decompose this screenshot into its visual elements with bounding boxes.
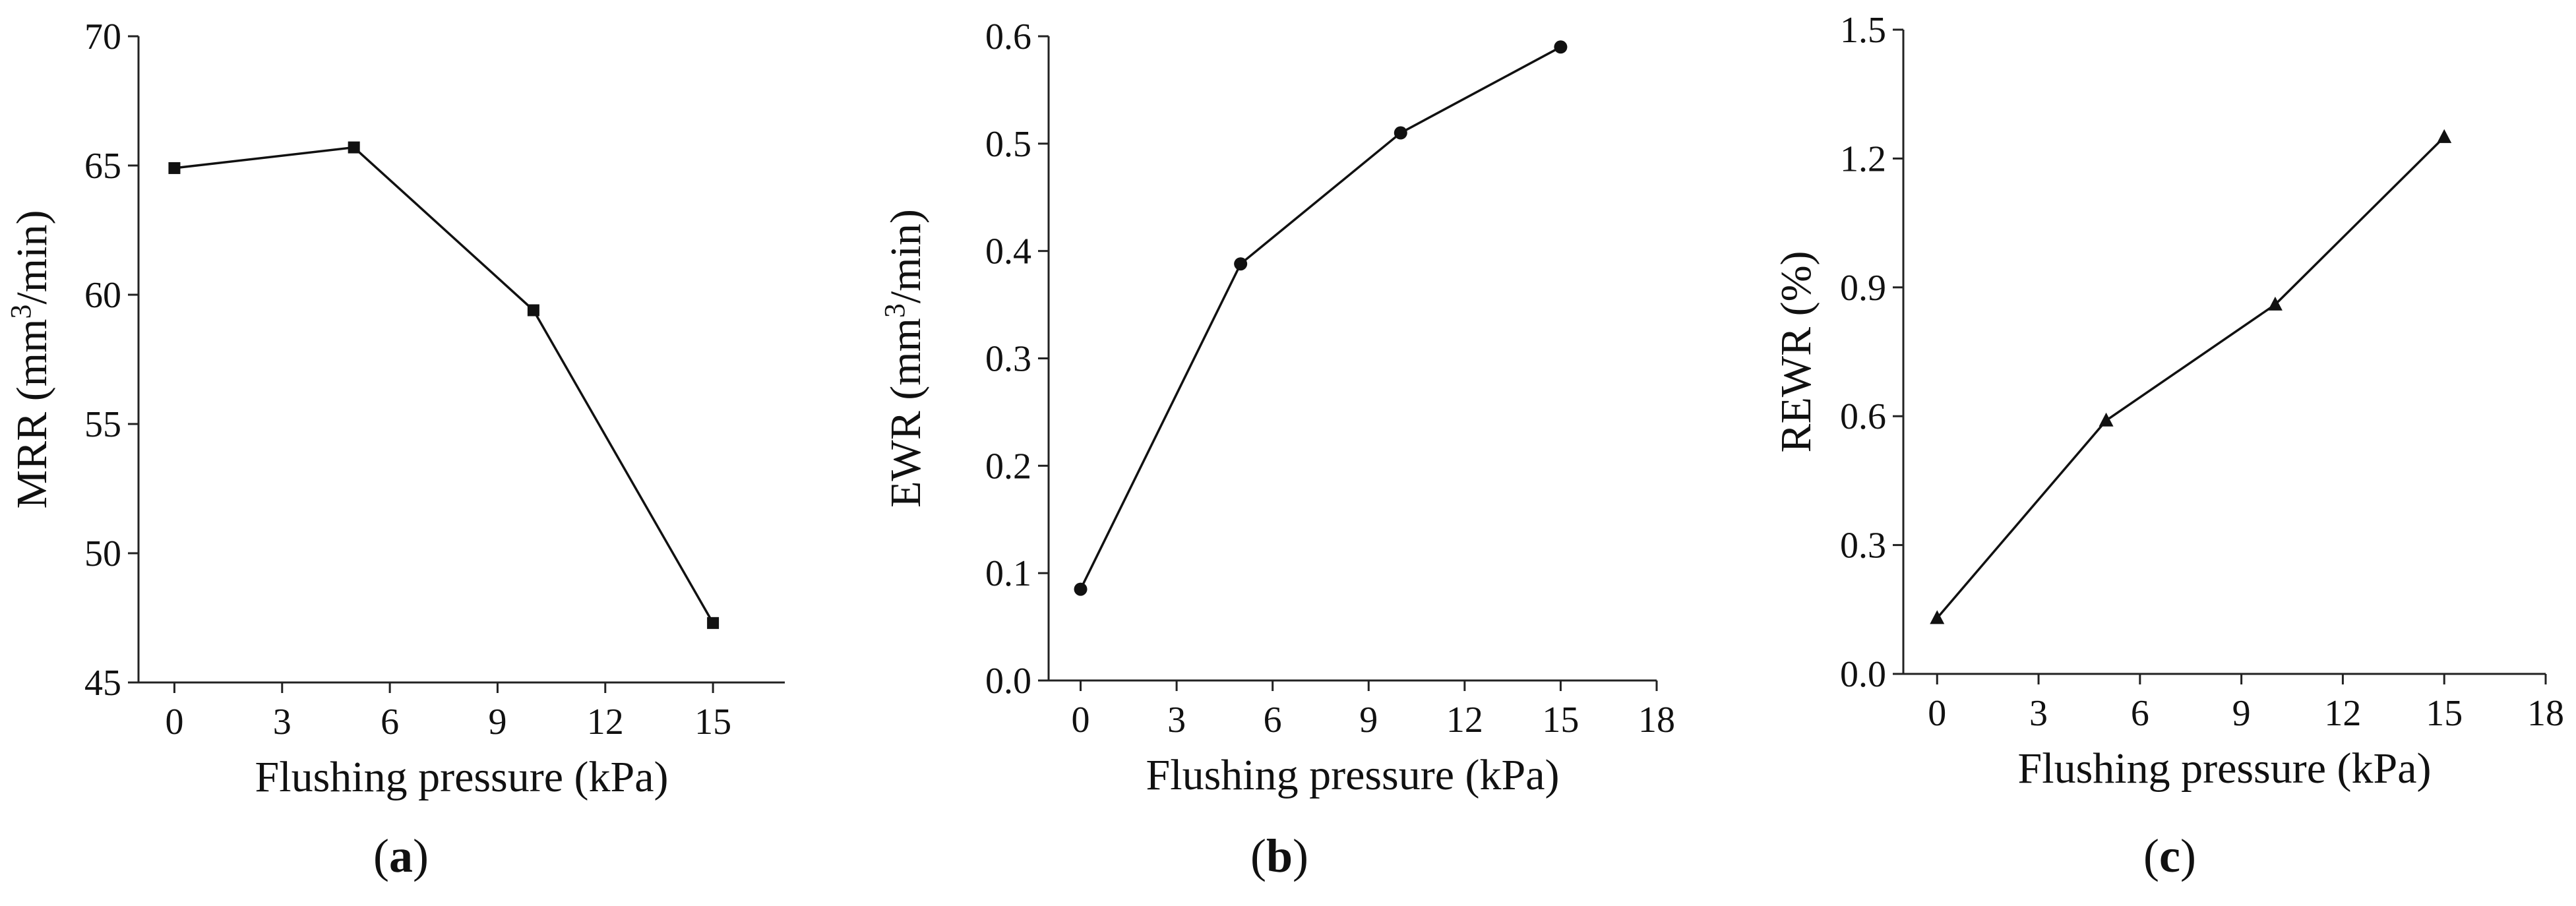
y-axis-label: REWR (%) [1772, 251, 1820, 452]
data-point [2099, 412, 2114, 427]
data-point [707, 617, 720, 629]
chart-panel-a: 45 50 55 60 65 70 0 3 6 9 12 15 Flushing pressure (k… [5, 16, 785, 882]
y-axis-label: EWR (mm3/min) [878, 209, 931, 508]
y-tick-label: 0.0 [985, 661, 1031, 702]
x-tick-label: 9 [488, 702, 506, 742]
y-tick-label: 0.9 [1840, 268, 1886, 309]
x-tick-label: 15 [1542, 700, 1579, 740]
series-line [174, 146, 714, 624]
y-tick-label: 70 [84, 16, 121, 57]
x-tick-label: 9 [1359, 700, 1378, 740]
data-point [1930, 610, 1945, 624]
x-tick-label: 3 [1167, 700, 1186, 740]
x-tick-label: 15 [2426, 693, 2463, 734]
chart-panel-c: 0.0 0.3 0.6 0.9 1.2 1.5 0 3 6 9 12 15 18 Flushing pre… [1772, 10, 2564, 882]
data-point [168, 162, 181, 174]
series-line [1936, 136, 2445, 619]
data-point [2267, 296, 2283, 311]
panel-label: (b) [1250, 830, 1308, 882]
y-tick-label: 0.3 [1840, 526, 1886, 566]
x-tick-label: 12 [587, 702, 624, 742]
y-tick-label: 0.4 [985, 231, 1031, 272]
y-tick-label: 0.2 [985, 446, 1031, 487]
y-tick-label: 55 [84, 404, 121, 445]
series-line [1079, 45, 1562, 590]
x-tick-label: 18 [1638, 700, 1675, 740]
data-point [1074, 582, 1088, 596]
y-tick-label: 0.0 [1840, 654, 1886, 695]
y-tick-label: 0.5 [985, 124, 1031, 165]
x-tick-label: 6 [1264, 700, 1282, 740]
y-tick-label: 0.6 [1840, 396, 1886, 437]
y-tick-label: 1.2 [1840, 138, 1886, 179]
y-tick-label: 0.3 [985, 339, 1031, 380]
x-tick-label: 6 [381, 702, 399, 742]
chart-panel-b: 0.0 0.1 0.2 0.3 0.4 0.5 0.6 0 3 6 9 12 15 18 Flushing … [878, 16, 1676, 882]
x-axis-label: Flushing pressure (kPa) [1146, 751, 1560, 799]
y-tick-label: 50 [84, 533, 121, 574]
x-axis-label: Flushing pressure (kPa) [255, 753, 669, 801]
data-point [348, 141, 360, 154]
x-tick-label: 3 [273, 702, 291, 742]
data-point [1554, 40, 1568, 54]
x-tick-label: 18 [2527, 693, 2564, 734]
panel-label: (c) [2143, 830, 2196, 882]
x-tick-label: 12 [2324, 693, 2361, 734]
x-tick-label: 6 [2131, 693, 2149, 734]
panel-label: (a) [373, 830, 429, 882]
x-tick-label: 3 [2029, 693, 2048, 734]
data-point [1394, 126, 1407, 140]
x-tick-label: 0 [1072, 700, 1090, 740]
y-tick-label: 0.1 [985, 553, 1031, 594]
x-axis-label: Flushing pressure (kPa) [2018, 744, 2432, 793]
data-point [527, 304, 539, 317]
x-tick-label: 9 [2232, 693, 2251, 734]
y-tick-label: 0.6 [985, 16, 1031, 57]
data-point [2437, 129, 2452, 143]
data-point [1234, 257, 1248, 271]
x-tick-label: 12 [1446, 700, 1483, 740]
x-tick-label: 0 [1928, 693, 1946, 734]
y-tick-label: 65 [84, 146, 121, 187]
y-tick-label: 60 [84, 275, 121, 316]
x-tick-label: 15 [694, 702, 731, 742]
y-tick-label: 45 [84, 663, 121, 704]
x-tick-label: 0 [165, 702, 183, 742]
y-tick-label: 1.5 [1840, 10, 1886, 51]
y-axis-label: MRR (mm3/min) [5, 210, 57, 509]
